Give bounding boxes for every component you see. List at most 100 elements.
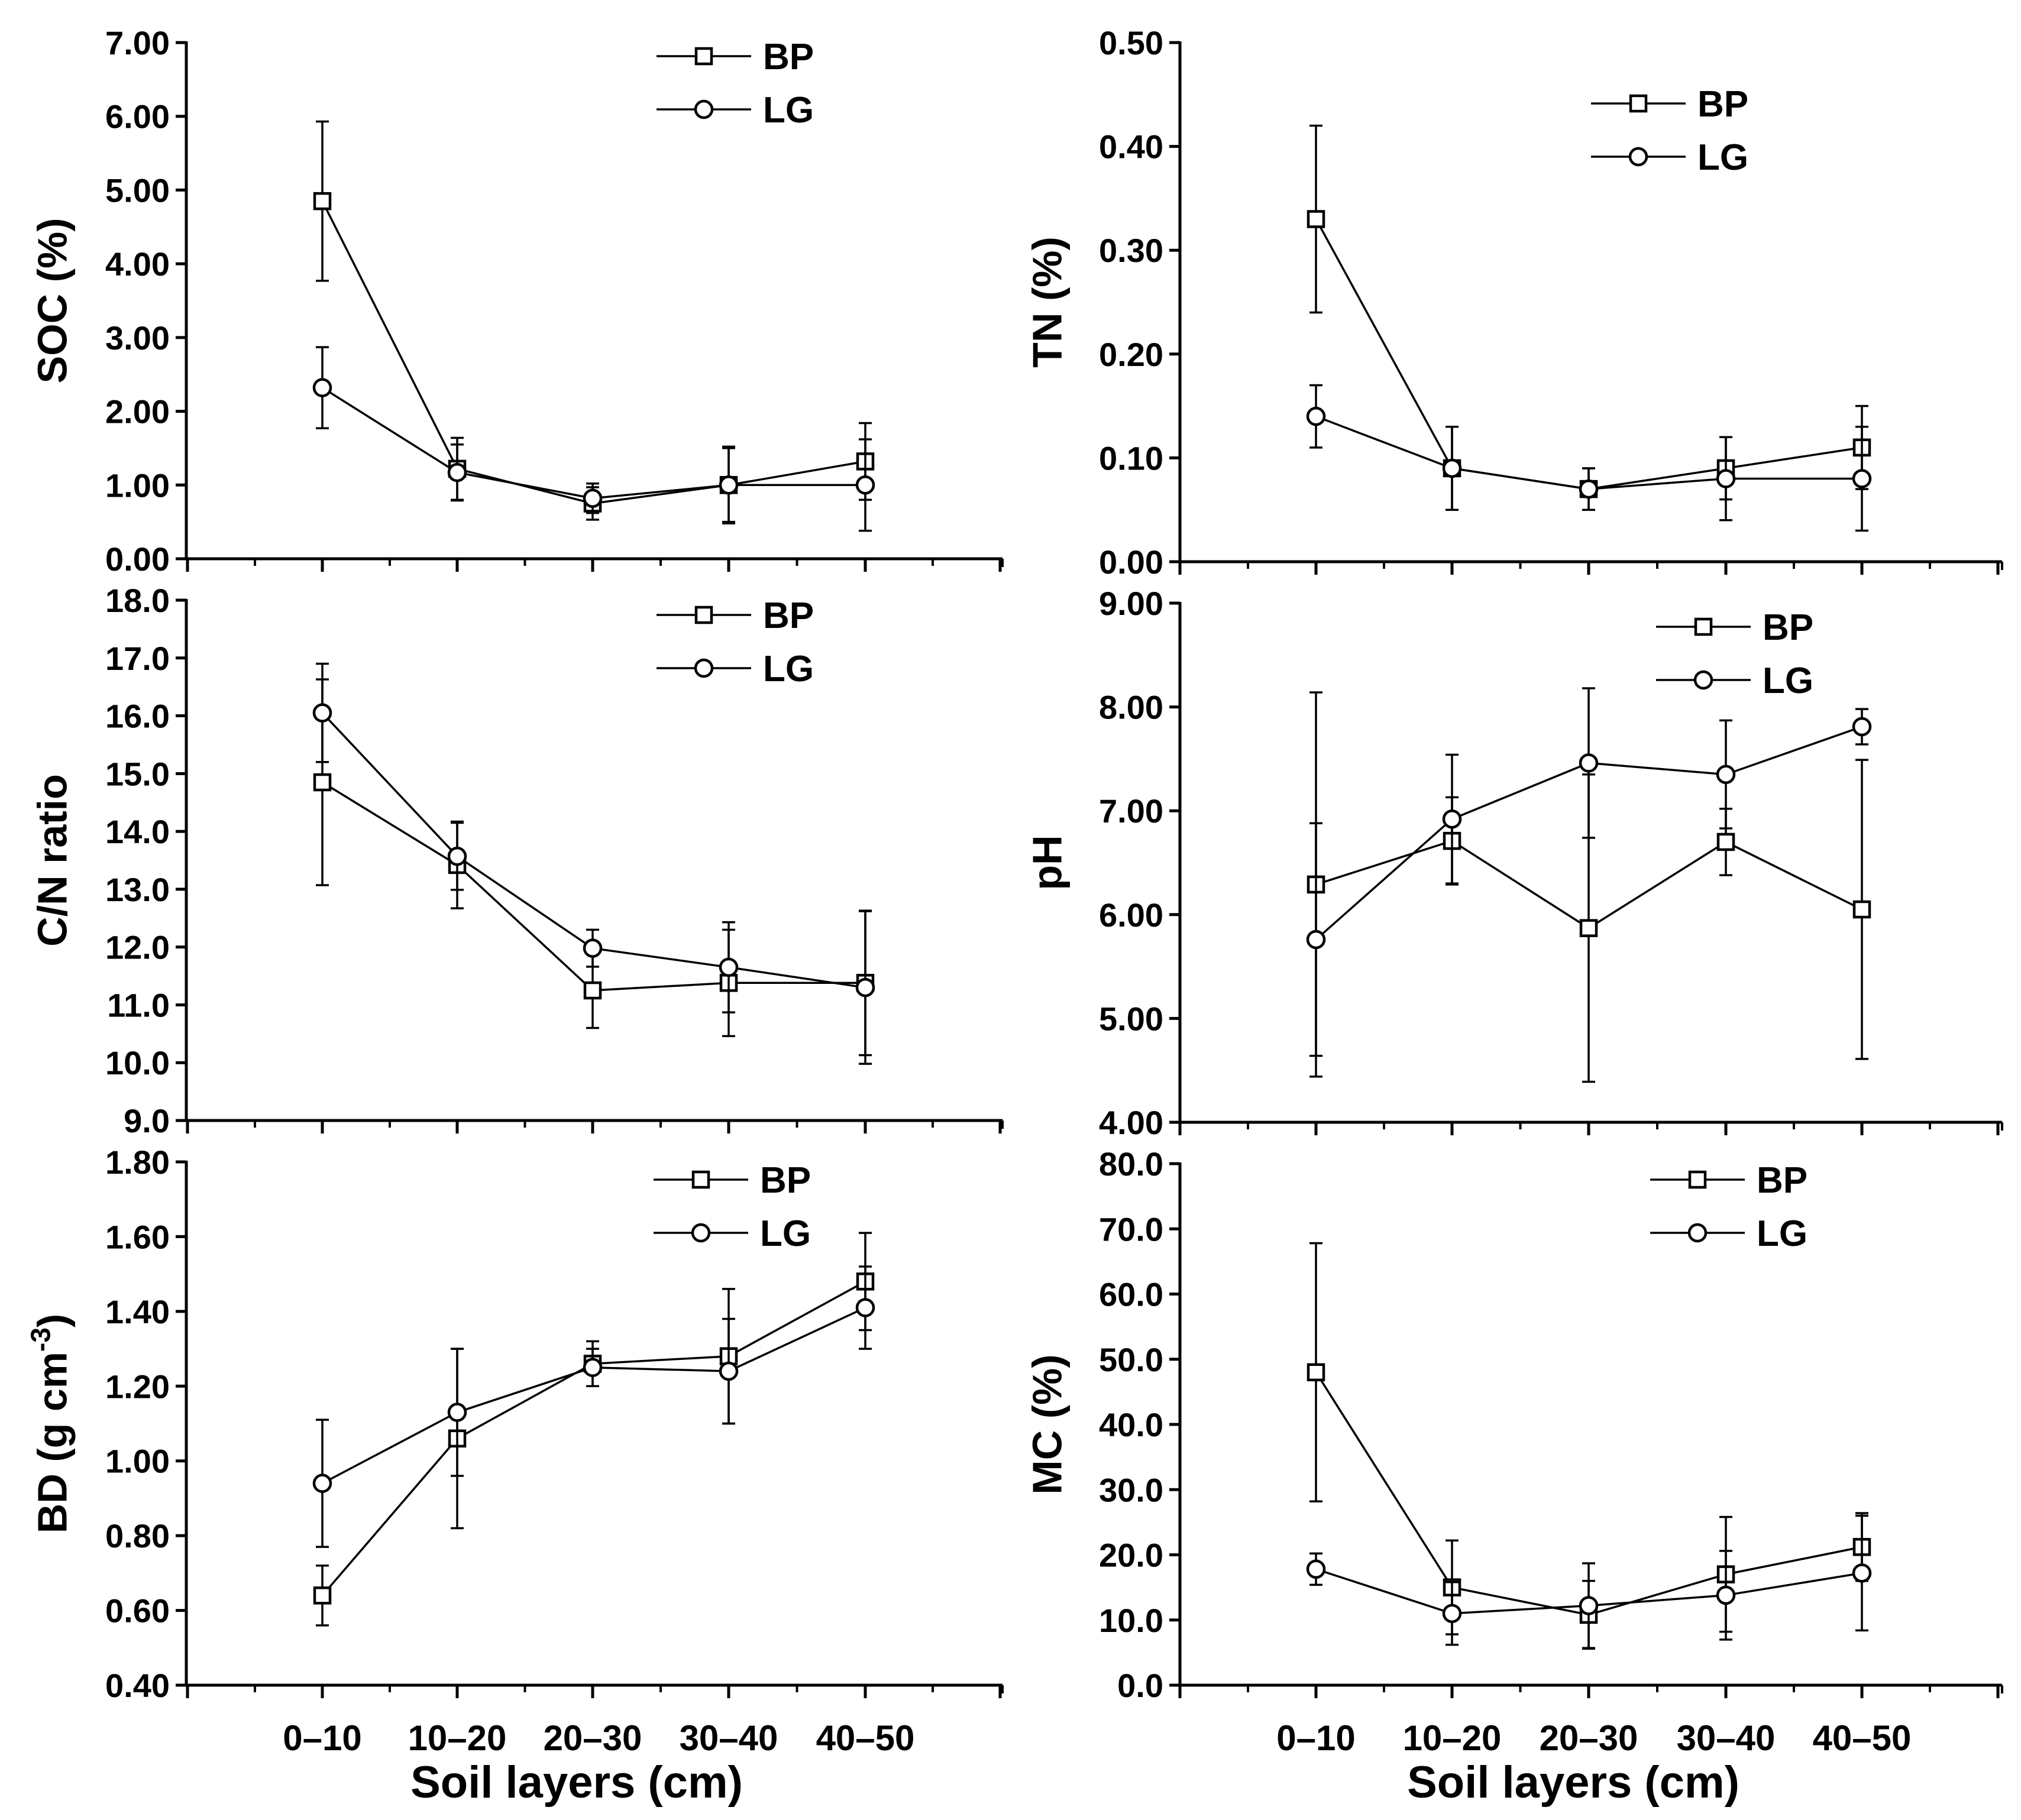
y-tick-label: 0.80 <box>105 1517 170 1555</box>
y-tick-label: 1.00 <box>105 467 170 504</box>
legend-marker <box>694 99 714 119</box>
y-tick-label: 9.00 <box>1099 585 1163 622</box>
series-bp <box>313 1232 875 1627</box>
y-tick-label: 13.0 <box>105 871 170 908</box>
x-tick-label: 30–40 <box>1677 1718 1776 1758</box>
y-axis-title: MC (%) <box>1024 1354 1071 1494</box>
x-tick-label: 0–10 <box>1276 1718 1355 1758</box>
legend-marker <box>691 1223 711 1243</box>
legend: BP LG <box>1656 607 1813 701</box>
data-point <box>583 488 603 508</box>
series-line <box>321 200 866 505</box>
data-point <box>1579 1596 1599 1615</box>
legend: BP LG <box>654 1160 811 1254</box>
x-tick-label: 20–30 <box>544 1718 642 1758</box>
y-tick-label: 0.30 <box>1099 232 1163 269</box>
panel-bd: 0.40 0.60 0.80 1.00 1.20 1.40 1.60 1.80 0–10 10–2… <box>25 1144 1004 1808</box>
legend-marker <box>1694 617 1713 636</box>
x-tick-label: 40–50 <box>816 1718 915 1758</box>
y-tick-label: 8.00 <box>1099 689 1163 726</box>
series-lg <box>1306 1514 1872 1649</box>
y-tick-label: 0.50 <box>1099 24 1163 61</box>
y-tick-label: 5.00 <box>105 171 170 209</box>
y-axis-title: SOC (%) <box>30 218 76 384</box>
y-tick-label: 0.0 <box>1117 1667 1163 1704</box>
y-axis-title: C/N ratio <box>30 774 76 947</box>
y-tick-label: 0.40 <box>1099 128 1163 166</box>
y-tick-label: 14.0 <box>105 813 170 850</box>
data-point <box>1716 1585 1736 1605</box>
data-point <box>1306 1559 1326 1579</box>
y-tick-label: 0.40 <box>105 1667 170 1704</box>
y-tick-label: 70.0 <box>1099 1210 1163 1248</box>
y-tick-label: 6.00 <box>105 98 170 135</box>
legend-label: BP <box>763 595 814 636</box>
y-tick-label: 0.00 <box>105 540 170 578</box>
series-lg <box>312 346 875 532</box>
y-tick-label: 10.0 <box>105 1044 170 1081</box>
y-tick-label: 0.10 <box>1099 439 1163 477</box>
data-point <box>1307 1363 1325 1382</box>
y-tick-label: 80.0 <box>1099 1145 1163 1183</box>
y-tick-label: 15.0 <box>105 755 170 792</box>
y-tick-label: 1.20 <box>105 1368 170 1405</box>
data-point <box>1306 406 1326 426</box>
series-line <box>322 387 865 500</box>
legend-label: LG <box>1757 1213 1807 1254</box>
legend: BP LG <box>1650 1160 1807 1254</box>
series-line <box>322 1306 866 1485</box>
y-tick-label: 11.0 <box>107 986 170 1024</box>
legend-label: BP <box>1763 607 1813 648</box>
legend: BP LG <box>657 595 814 689</box>
y-tick-label: 12.0 <box>105 929 170 966</box>
y-tick-label: 0.60 <box>105 1592 170 1630</box>
legend-marker <box>1687 1223 1708 1243</box>
x-axis-title: Soil layers (cm) <box>410 1757 743 1808</box>
panel-soc: 0.00 1.00 2.00 3.00 4.00 5.00 6.00 7.00 SOC (%) B… <box>30 24 1004 578</box>
data-point <box>1852 900 1871 919</box>
y-tick-label: 50.0 <box>1099 1341 1163 1378</box>
x-tick-label: 30–40 <box>680 1718 778 1758</box>
x-axis-title: Soil layers (cm) <box>1407 1757 1739 1808</box>
legend-marker <box>694 47 713 66</box>
data-point <box>719 475 739 495</box>
data-point <box>1852 469 1872 488</box>
data-point <box>583 938 603 958</box>
legend-label: LG <box>1763 660 1813 701</box>
panel-mc: 0.0 10.0 20.0 30.0 40.0 50.0 60.0 70.0 80.0 0–10 1… <box>1024 1145 2003 1808</box>
legend-label: LG <box>760 1213 811 1254</box>
y-tick-label: 4.00 <box>1099 1104 1163 1141</box>
legend-label: LG <box>1697 137 1748 178</box>
y-tick-label: 18.0 <box>105 582 170 619</box>
panel-ph: 4.00 5.00 6.00 7.00 8.00 9.00 pH BP LG <box>1024 585 2003 1141</box>
data-point <box>447 1403 467 1422</box>
y-axis-title: pH <box>1024 835 1071 890</box>
data-point <box>1852 717 1872 737</box>
series-lg <box>1306 687 1872 1057</box>
data-point <box>855 475 875 495</box>
legend-label: LG <box>763 649 814 689</box>
data-point <box>1306 930 1326 950</box>
legend-marker <box>691 1170 710 1189</box>
legend-marker <box>694 658 714 678</box>
y-tick-label: 1.60 <box>105 1218 170 1255</box>
data-point <box>1716 469 1736 488</box>
legend-label: BP <box>763 37 814 77</box>
data-point <box>583 1358 603 1377</box>
data-point <box>312 1474 332 1493</box>
y-tick-label: 20.0 <box>1099 1537 1163 1574</box>
x-tick-label: 20–30 <box>1540 1718 1638 1758</box>
data-point <box>1716 833 1735 851</box>
series-line <box>321 1280 866 1596</box>
series-line <box>322 781 865 992</box>
data-point <box>1716 765 1736 784</box>
y-axis-title: TN (%) <box>1024 237 1071 368</box>
y-tick-label: 1.00 <box>105 1443 170 1480</box>
data-point <box>447 846 467 866</box>
y-tick-label: 4.00 <box>105 245 170 283</box>
y-tick-label: 0.20 <box>1099 336 1163 373</box>
legend-marker <box>1693 670 1713 690</box>
x-tick-label: 0–10 <box>283 1718 361 1758</box>
y-tick-label: 7.00 <box>105 24 170 61</box>
x-tick-label: 40–50 <box>1813 1718 1912 1758</box>
